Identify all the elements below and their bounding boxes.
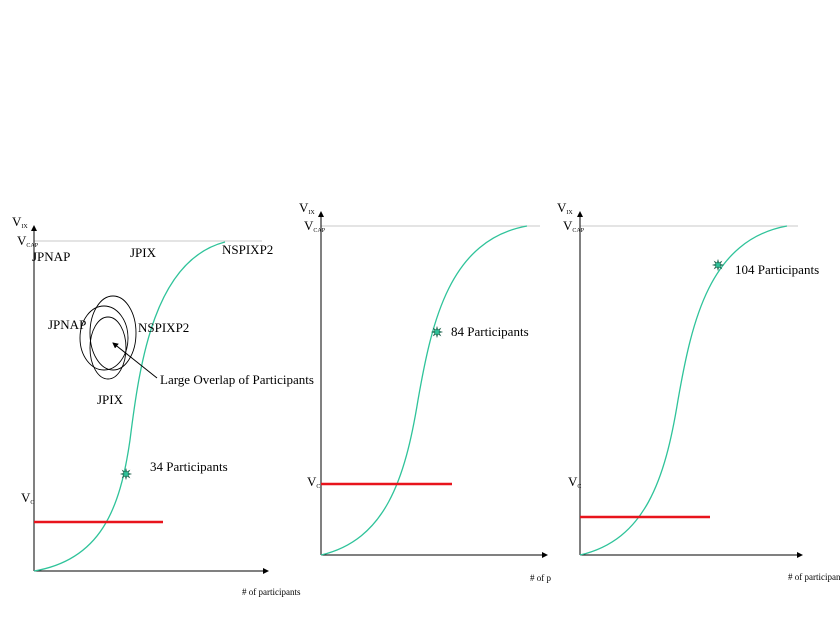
venn-circle-jpix bbox=[89, 316, 127, 380]
panel-1: VIX VCAP VC JPNAP JPIX NSPIXP2 JPNAP NSP… bbox=[12, 214, 314, 597]
panel3-x-axis-label: # of participants bbox=[788, 572, 840, 582]
panel1-v-ix-label: VIX bbox=[12, 214, 28, 230]
panel-2: VIX VCAP VC 84 Participants # of p bbox=[299, 200, 551, 583]
panel2-x-axis-label: # of p bbox=[530, 573, 551, 583]
panel3-v-ix-label: VIX bbox=[557, 200, 573, 216]
panel2-s-curve bbox=[320, 225, 528, 556]
panel1-vc-label: VC bbox=[21, 490, 34, 506]
panel1-v-cap-label: VCAP bbox=[17, 233, 39, 249]
overlap-label: Large Overlap of Participants bbox=[160, 372, 314, 387]
panel2-point-label: 84 Participants bbox=[451, 324, 529, 339]
panel1-jpnap-label: JPNAP bbox=[32, 249, 70, 264]
panel2-v-ix-label: VIX bbox=[299, 200, 315, 216]
panel1-point-marker bbox=[119, 467, 133, 481]
panel2-vc-label: VC bbox=[307, 474, 320, 490]
panel2-point-marker bbox=[430, 325, 444, 339]
venn-label-jpnap: JPNAP bbox=[48, 317, 86, 332]
panel3-point-marker bbox=[711, 258, 725, 272]
star-marker-icon bbox=[711, 258, 725, 272]
venn-label-nspixp2: NSPIXP2 bbox=[138, 320, 189, 335]
venn-circle-nspixp2 bbox=[89, 295, 137, 371]
panel1-jpix-label: JPIX bbox=[130, 245, 157, 260]
star-marker-icon bbox=[430, 325, 444, 339]
overlap-pointer-arrow bbox=[112, 342, 158, 379]
panel2-v-cap-label: VCAP bbox=[304, 218, 326, 234]
venn-circle-jpnap bbox=[79, 305, 129, 371]
panel-3: VIX VCAP VC 104 Participants # of partic… bbox=[557, 200, 840, 582]
venn-diagram bbox=[79, 295, 137, 380]
panel3-s-curve bbox=[579, 225, 788, 556]
panel1-x-axis-label: # of participants bbox=[242, 587, 301, 597]
panel1-s-curve bbox=[33, 241, 226, 572]
panel3-vc-label: VC bbox=[568, 474, 581, 490]
panel3-v-cap-label: VCAP bbox=[563, 218, 585, 234]
venn-label-jpix: JPIX bbox=[97, 392, 124, 407]
panel3-point-label: 104 Participants bbox=[735, 262, 819, 277]
panel1-point-label: 34 Participants bbox=[150, 459, 228, 474]
star-marker-icon bbox=[119, 467, 133, 481]
panel1-nspixp2-label: NSPIXP2 bbox=[222, 242, 273, 257]
